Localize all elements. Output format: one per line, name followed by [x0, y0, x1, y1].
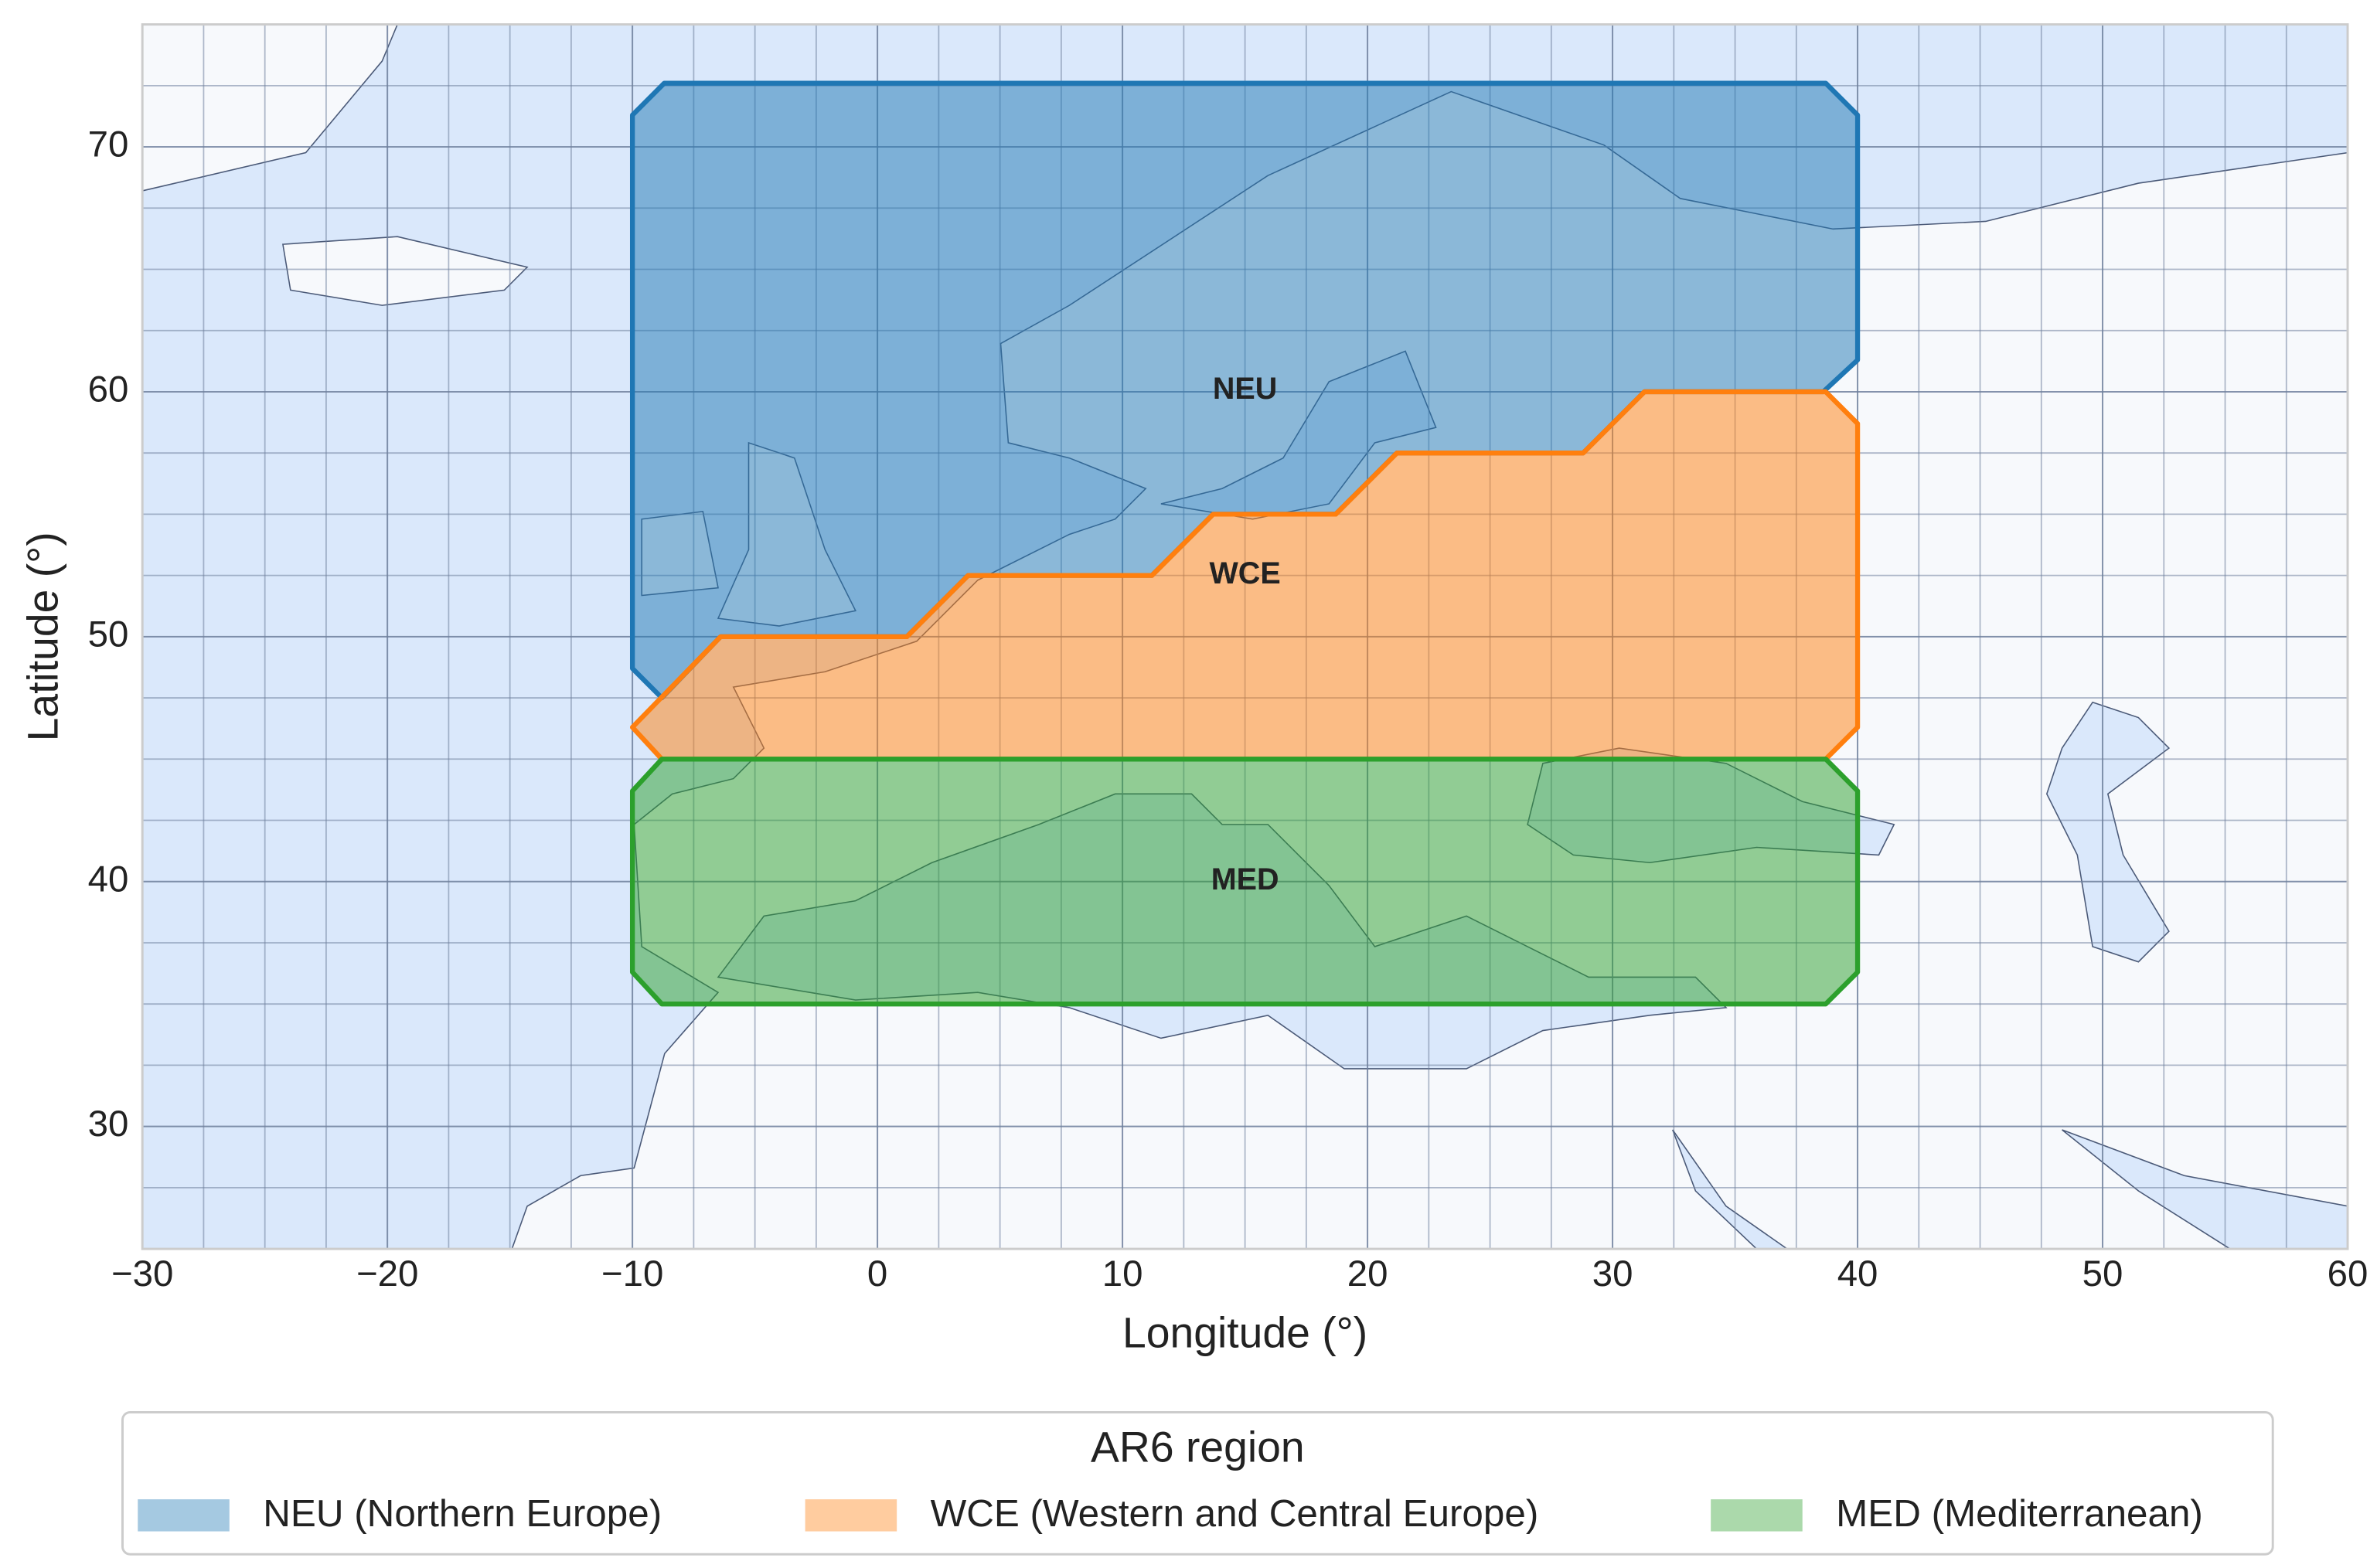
- legend-box: [121, 1411, 2274, 1556]
- x-tick-label: −20: [356, 1253, 418, 1294]
- x-tick-label: 10: [1102, 1253, 1143, 1294]
- red-sea: [1672, 1129, 1789, 1250]
- legend-label: NEU (Northern Europe): [263, 1492, 662, 1535]
- x-tick-label: 40: [1837, 1253, 1878, 1294]
- x-tick-label: 20: [1347, 1253, 1388, 1294]
- x-tick-label: 60: [2328, 1253, 2368, 1294]
- regions: NEU WCE MED: [629, 80, 1861, 1007]
- y-tick-label: 60: [88, 369, 129, 410]
- y-tick-label: 70: [88, 124, 129, 165]
- x-tick-label: −30: [111, 1253, 173, 1294]
- x-tick-label: −10: [601, 1253, 663, 1294]
- legend-label: MED (Mediterranean): [1836, 1492, 2203, 1535]
- x-tick-label: 50: [2082, 1253, 2123, 1294]
- legend-title: AR6 region: [1091, 1423, 1305, 1471]
- ticks: −30 −20 −10 0 10 20 30 40 50 60 30 40 50 60 70: [88, 124, 2368, 1295]
- region-label: NEU: [1213, 372, 1277, 406]
- x-axis-label: Longitude (°): [1122, 1308, 1367, 1356]
- region-fill: [632, 83, 1858, 699]
- legend-swatch: [1711, 1499, 1803, 1532]
- legend-swatch: [805, 1499, 897, 1532]
- region-label: WCE: [1210, 556, 1281, 590]
- y-tick-label: 40: [88, 859, 129, 900]
- persian-gulf: [2062, 1129, 2348, 1250]
- region-outline: [629, 757, 1861, 1007]
- legend-swatch: [138, 1499, 230, 1532]
- region-label: MED: [1211, 862, 1279, 896]
- legend-label: WCE (Western and Central Europe): [931, 1492, 1539, 1535]
- legend-entries: NEU (Northern Europe) WCE (Western and Ce…: [138, 1492, 2203, 1535]
- plot-frame: [141, 23, 2349, 1250]
- region-outline: [629, 389, 1861, 762]
- y-tick-label: 50: [88, 614, 129, 655]
- x-tick-label: 0: [867, 1253, 887, 1294]
- region-fill: [632, 391, 1858, 760]
- x-tick-label: 30: [1592, 1253, 1633, 1294]
- iceland: [282, 236, 529, 306]
- y-tick-label: 30: [88, 1104, 129, 1145]
- y-axis-label: Latitude (°): [19, 532, 66, 741]
- region-fill: [632, 759, 1858, 1005]
- greenland: [142, 24, 398, 192]
